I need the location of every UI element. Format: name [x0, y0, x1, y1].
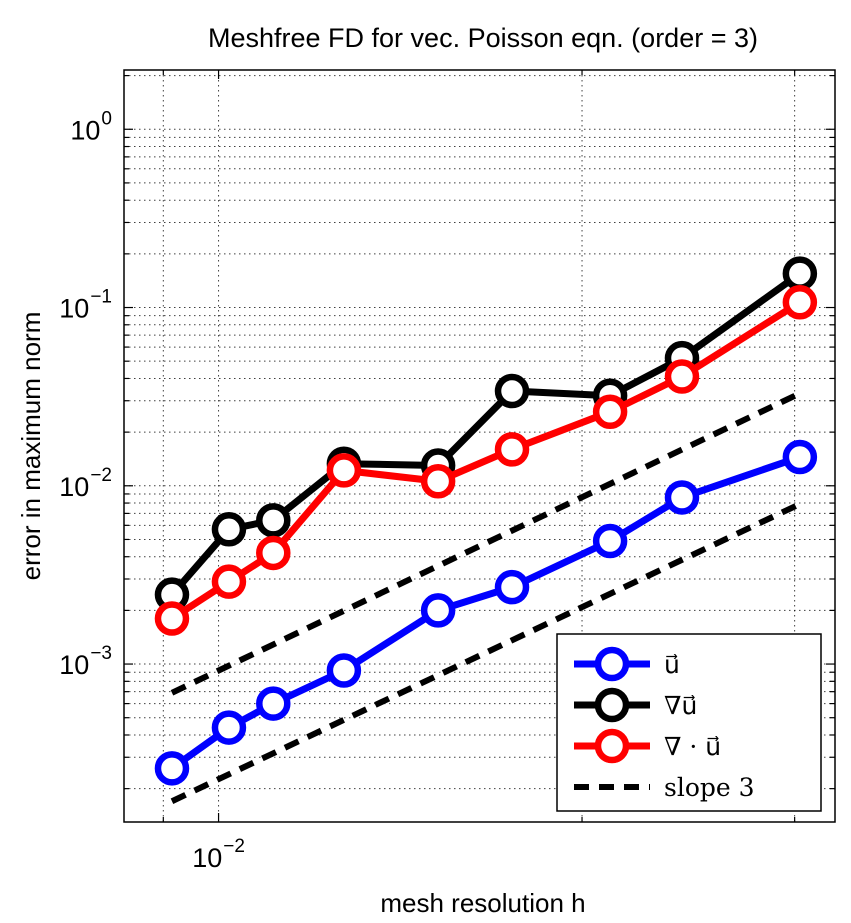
legend-label-2: ∇ · u⃗ — [664, 732, 721, 761]
x-tick-label-exponent: −2 — [223, 836, 245, 857]
series-2-point — [154, 601, 190, 636]
series-1-point — [256, 503, 291, 538]
legend-label-0: u⃗ — [664, 650, 680, 679]
legend-entry-2: ∇ · u⃗ — [574, 728, 721, 764]
y-tick-label-exponent: −1 — [90, 287, 112, 308]
legend-marker-0 — [594, 646, 630, 682]
series-4 — [170, 501, 802, 804]
series-2-point — [420, 464, 456, 499]
legend-entry-1: ∇u⃗ — [574, 687, 697, 723]
y-tick-label-exponent: −2 — [90, 465, 112, 486]
series-3 — [170, 390, 802, 696]
series-line-2 — [170, 299, 802, 622]
y-tick-label: 10 −2 — [59, 465, 112, 502]
series-1-point — [494, 373, 530, 409]
y-tick-label-base: 10 — [59, 650, 89, 680]
legend-label-1: ∇u⃗ — [664, 691, 697, 720]
series-2-point — [664, 359, 700, 394]
x-axis-label: mesh resolution h — [380, 888, 585, 918]
series-0-point — [664, 480, 700, 515]
series-0-point — [256, 686, 291, 721]
grid — [124, 70, 835, 822]
series-2-point — [782, 285, 818, 320]
legend-marker-1 — [594, 687, 630, 723]
chart-title: Meshfree FD for vec. Poisson eqn. (order… — [208, 23, 758, 53]
y-tick-label-base: 10 — [59, 472, 89, 502]
series-2-point — [256, 535, 291, 571]
axis-ticks: 10 −310 −210 −110 010 −2 — [59, 70, 835, 873]
plot-area-frame — [123, 69, 836, 823]
y-tick-label-exponent: −3 — [90, 643, 112, 664]
y-tick-label: 10 −1 — [59, 287, 112, 324]
y-tick-label-base: 10 — [70, 115, 100, 145]
series-group — [154, 256, 818, 804]
series-2-point — [592, 394, 628, 430]
series-1-point — [211, 512, 247, 547]
x-tick-label-base: 10 — [192, 843, 222, 873]
y-tick-label-exponent: 0 — [101, 108, 112, 129]
y-tick-label: 10 −3 — [59, 643, 112, 680]
series-0-point — [211, 710, 247, 745]
series-2 — [154, 285, 818, 636]
series-1-point — [782, 256, 818, 291]
legend-label-3: slope 3 — [664, 773, 755, 802]
legend-entry-0: u⃗ — [574, 646, 680, 682]
series-line-3 — [170, 390, 802, 696]
y-axis-label: error in maximum norm — [16, 312, 46, 581]
series-2-point — [494, 432, 530, 467]
x-tick-label: 10 −2 — [192, 836, 245, 873]
series-0-point — [782, 439, 818, 475]
series-0-point — [494, 569, 530, 605]
series-2-point — [211, 564, 247, 599]
series-0-point — [420, 593, 456, 628]
series-0-point — [154, 751, 190, 786]
legend: u⃗ ∇u⃗ ∇ · u⃗ slope 3 — [556, 633, 822, 812]
series-0-point — [592, 523, 628, 559]
legend-marker-2 — [594, 728, 630, 764]
y-tick-label-base: 10 — [59, 294, 89, 324]
legend-entry-3: slope 3 — [574, 773, 755, 802]
series-0-point — [326, 653, 362, 688]
series-2-point — [326, 453, 362, 488]
y-tick-label: 10 0 — [70, 108, 112, 145]
series-0 — [154, 439, 818, 786]
series-line-4 — [170, 501, 802, 804]
